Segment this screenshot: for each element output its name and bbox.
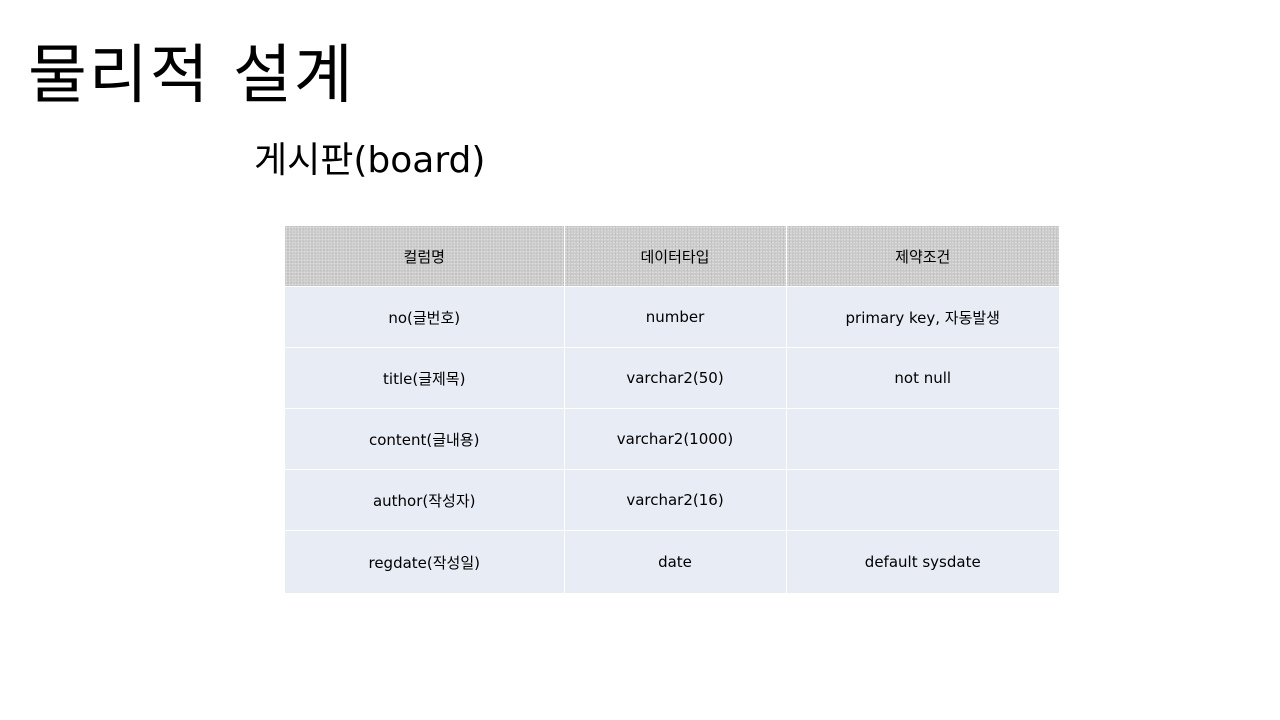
column-header-name: 컬럼명 [285,226,564,287]
table-row: regdate(작성일) date default sysdate [285,530,1059,593]
cell-constraint: default sysdate [785,530,1059,593]
table-row: content(글내용) varchar2(1000) [285,408,1059,470]
table-row: author(작성자) varchar2(16) [285,469,1059,531]
cell-column-name: regdate(작성일) [285,530,564,593]
column-header-constraint: 제약조건 [785,226,1059,287]
table-row: no(글번호) number primary key, 자동발생 [285,286,1059,348]
cell-constraint: not null [785,347,1059,409]
cell-data-type: varchar2(16) [563,469,786,531]
cell-data-type: varchar2(1000) [563,408,786,470]
cell-data-type: number [563,286,786,348]
cell-constraint [785,469,1059,531]
table-row: title(글제목) varchar2(50) not null [285,347,1059,409]
table-header-row: 컬럼명 데이터타입 제약조건 [285,226,1059,287]
slide-title: 물리적 설계 [28,39,355,113]
table-subtitle: 게시판(board) [254,140,486,181]
cell-data-type: date [563,530,786,593]
cell-data-type: varchar2(50) [563,347,786,409]
column-header-datatype: 데이터타입 [563,226,786,287]
cell-column-name: author(작성자) [285,469,564,531]
cell-constraint: primary key, 자동발생 [785,286,1059,348]
schema-table: 컬럼명 데이터타입 제약조건 no(글번호) number primary ke… [285,226,1059,593]
cell-column-name: title(글제목) [285,347,564,409]
cell-column-name: no(글번호) [285,286,564,348]
cell-constraint [785,408,1059,470]
cell-column-name: content(글내용) [285,408,564,470]
